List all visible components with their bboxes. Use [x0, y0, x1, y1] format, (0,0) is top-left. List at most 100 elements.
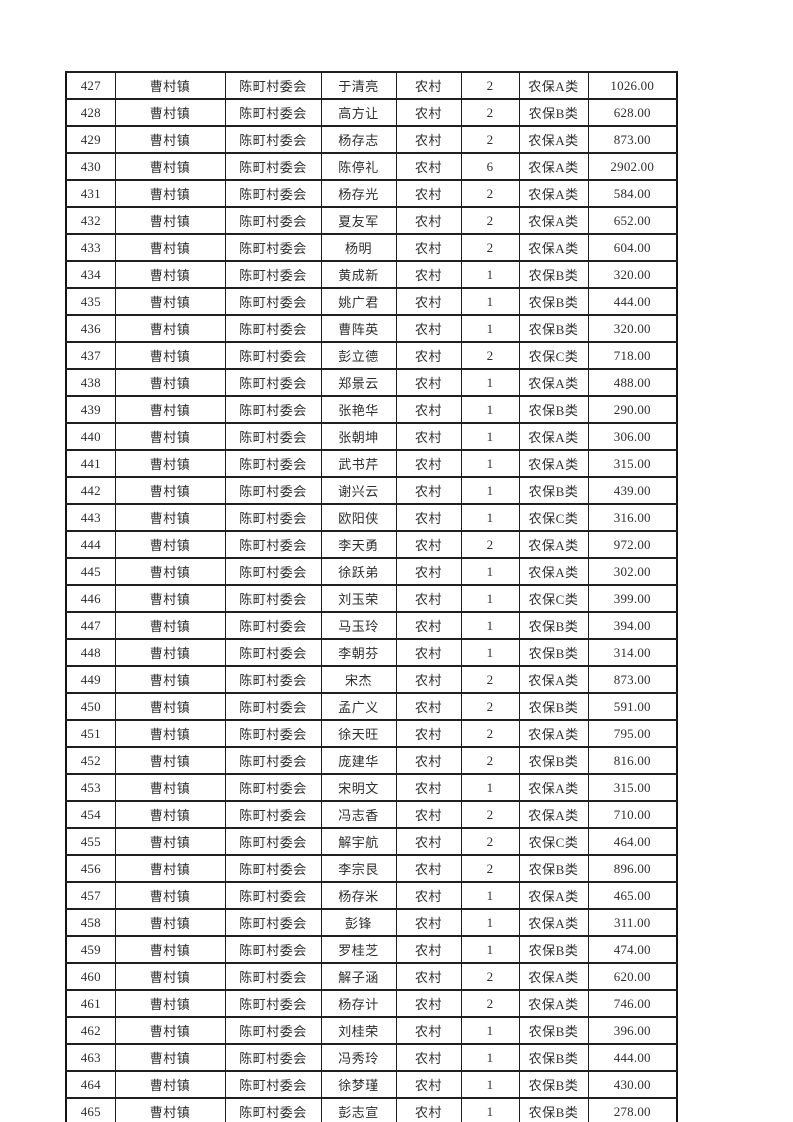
cell-serial-number: 432 [65, 206, 116, 235]
cell-village-committee: 陈町村委会 [224, 530, 322, 559]
cell-serial-number: 441 [65, 449, 116, 478]
cell-serial-number: 464 [65, 1070, 116, 1099]
cell-village-committee: 陈町村委会 [224, 881, 322, 910]
cell-insurance-category: 农保A类 [518, 773, 589, 802]
cell-person-name: 杨存志 [320, 125, 397, 154]
table-row: 454 曹村镇 陈町村委会 冯志香 农村 2 农保A类 710.00 [65, 800, 678, 829]
cell-person-name: 庞建华 [320, 746, 397, 775]
table-row: 450 曹村镇 陈町村委会 孟广义 农村 2 农保B类 591.00 [65, 692, 678, 721]
cell-serial-number: 458 [65, 908, 116, 937]
cell-town: 曹村镇 [114, 71, 226, 100]
cell-village-committee: 陈町村委会 [224, 935, 322, 964]
cell-village-committee: 陈町村委会 [224, 557, 322, 586]
cell-village-committee: 陈町村委会 [224, 395, 322, 424]
cell-village-committee: 陈町村委会 [224, 638, 322, 667]
cell-serial-number: 447 [65, 611, 116, 640]
table-row: 429 曹村镇 陈町村委会 杨存志 农村 2 农保A类 873.00 [65, 125, 678, 154]
cell-person-name: 解宇航 [320, 827, 397, 856]
cell-residence-type: 农村 [395, 125, 462, 154]
cell-person-name: 曹阵英 [320, 314, 397, 343]
cell-village-committee: 陈町村委会 [224, 71, 322, 100]
cell-village-committee: 陈町村委会 [224, 368, 322, 397]
cell-village-committee: 陈町村委会 [224, 125, 322, 154]
cell-person-count: 2 [460, 962, 520, 991]
cell-insurance-category: 农保B类 [518, 260, 589, 289]
cell-town: 曹村镇 [114, 206, 226, 235]
cell-insurance-category: 农保B类 [518, 314, 589, 343]
cell-residence-type: 农村 [395, 260, 462, 289]
table-row: 459 曹村镇 陈町村委会 罗桂芝 农村 1 农保B类 474.00 [65, 935, 678, 964]
cell-serial-number: 436 [65, 314, 116, 343]
cell-serial-number: 433 [65, 233, 116, 262]
cell-amount: 311.00 [587, 908, 678, 937]
cell-insurance-category: 农保B类 [518, 854, 589, 883]
cell-person-count: 6 [460, 152, 520, 181]
cell-amount: 873.00 [587, 125, 678, 154]
table-row: 443 曹村镇 陈町村委会 欧阳侠 农村 1 农保C类 316.00 [65, 503, 678, 532]
cell-residence-type: 农村 [395, 476, 462, 505]
cell-person-name: 彭立德 [320, 341, 397, 370]
cell-insurance-category: 农保A类 [518, 125, 589, 154]
table-row: 442 曹村镇 陈町村委会 谢兴云 农村 1 农保B类 439.00 [65, 476, 678, 505]
cell-person-count: 2 [460, 854, 520, 883]
cell-residence-type: 农村 [395, 1043, 462, 1072]
cell-serial-number: 438 [65, 368, 116, 397]
cell-village-committee: 陈町村委会 [224, 719, 322, 748]
cell-town: 曹村镇 [114, 260, 226, 289]
cell-person-name: 徐跃弟 [320, 557, 397, 586]
table-row: 456 曹村镇 陈町村委会 李宗艮 农村 2 农保B类 896.00 [65, 854, 678, 883]
cell-insurance-category: 农保A类 [518, 557, 589, 586]
table-body: 427 曹村镇 陈町村委会 于清亮 农村 2 农保A类 1026.00 428 曹村镇 陈町村委会高… [65, 71, 678, 1122]
table-row: 460 曹村镇 陈町村委会 解子涵 农村 2 农保A类 620.00 [65, 962, 678, 991]
cell-serial-number: 465 [65, 1097, 116, 1122]
cell-person-count: 1 [460, 476, 520, 505]
cell-amount: 320.00 [587, 314, 678, 343]
cell-person-count: 1 [460, 935, 520, 964]
cell-amount: 584.00 [587, 179, 678, 208]
cell-town: 曹村镇 [114, 881, 226, 910]
cell-person-count: 1 [460, 773, 520, 802]
cell-insurance-category: 农保A类 [518, 179, 589, 208]
cell-person-count: 1 [460, 503, 520, 532]
cell-person-name: 谢兴云 [320, 476, 397, 505]
cell-town: 曹村镇 [114, 800, 226, 829]
table-row: 434 曹村镇 陈町村委会 黄成新 农村 1 农保B类 320.00 [65, 260, 678, 289]
cell-amount: 718.00 [587, 341, 678, 370]
table-row: 437 曹村镇 陈町村委会 彭立德 农村 2 农保C类 718.00 [65, 341, 678, 370]
cell-person-name: 宋明文 [320, 773, 397, 802]
cell-insurance-category: 农保B类 [518, 476, 589, 505]
cell-insurance-category: 农保A类 [518, 962, 589, 991]
cell-serial-number: 434 [65, 260, 116, 289]
cell-insurance-category: 农保A类 [518, 719, 589, 748]
cell-person-name: 彭志宣 [320, 1097, 397, 1122]
cell-person-count: 2 [460, 989, 520, 1018]
cell-insurance-category: 农保B类 [518, 1043, 589, 1072]
cell-person-name: 黄成新 [320, 260, 397, 289]
cell-town: 曹村镇 [114, 962, 226, 991]
cell-serial-number: 445 [65, 557, 116, 586]
cell-serial-number: 442 [65, 476, 116, 505]
table-row: 439 曹村镇 陈町村委会 张艳华 农村 1 农保B类 290.00 [65, 395, 678, 424]
cell-person-name: 冯志香 [320, 800, 397, 829]
cell-serial-number: 459 [65, 935, 116, 964]
cell-serial-number: 457 [65, 881, 116, 910]
cell-village-committee: 陈町村委会 [224, 98, 322, 127]
cell-insurance-category: 农保A类 [518, 206, 589, 235]
cell-person-name: 孟广义 [320, 692, 397, 721]
cell-town: 曹村镇 [114, 368, 226, 397]
cell-person-count: 1 [460, 395, 520, 424]
cell-residence-type: 农村 [395, 395, 462, 424]
cell-person-count: 2 [460, 98, 520, 127]
cell-residence-type: 农村 [395, 935, 462, 964]
cell-village-committee: 陈町村委会 [224, 152, 322, 181]
cell-person-name: 陈停礼 [320, 152, 397, 181]
cell-person-name: 杨存计 [320, 989, 397, 1018]
cell-serial-number: 443 [65, 503, 116, 532]
cell-insurance-category: 农保B类 [518, 935, 589, 964]
cell-residence-type: 农村 [395, 665, 462, 694]
table-row: 463 曹村镇 陈町村委会 冯秀玲 农村 1 农保B类 444.00 [65, 1043, 678, 1072]
cell-person-count: 1 [460, 611, 520, 640]
cell-person-count: 2 [460, 692, 520, 721]
cell-serial-number: 444 [65, 530, 116, 559]
